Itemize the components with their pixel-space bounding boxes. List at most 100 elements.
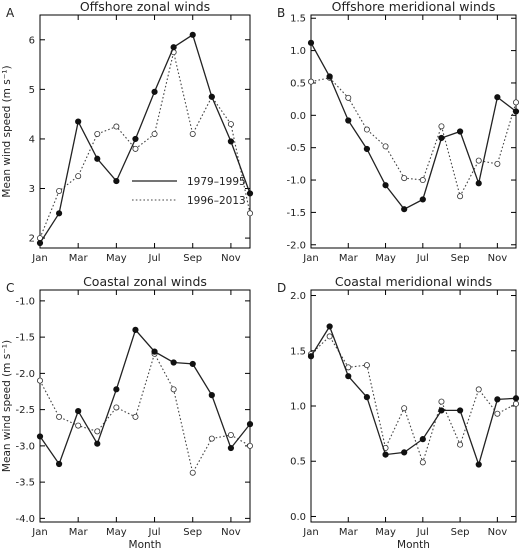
x-tick-label: Mar (339, 527, 359, 538)
data-point-filled (246, 421, 254, 428)
plot-frame (39, 289, 251, 523)
panel-title: Offshore zonal winds (80, 0, 210, 14)
y-tick-label: -1.0 (15, 296, 35, 307)
data-point-filled (36, 433, 44, 440)
data-point-open (363, 126, 370, 133)
y-tick-label: 0.5 (290, 78, 306, 89)
panel-d: D Coastal meridional winds 0.0 0.5 1.0 1.5 2.0… (277, 274, 520, 551)
data-point-open (94, 428, 101, 435)
data-point-filled (494, 396, 501, 403)
y-tick-label: -1.5 (286, 208, 306, 219)
y-tick-label: 4 (29, 134, 35, 145)
data-point-filled (75, 118, 82, 125)
data-point-filled (227, 138, 235, 145)
data-point-open (307, 78, 314, 85)
y-tick-label: 2.0 (290, 291, 306, 302)
data-point-open (494, 160, 501, 167)
x-tick-label: May (106, 527, 127, 538)
y-tick-label: -4.0 (15, 514, 35, 525)
data-point-filled (438, 407, 445, 414)
data-point-filled (494, 94, 501, 101)
panel-letter: D (277, 281, 286, 295)
data-point-open (56, 187, 63, 194)
data-point-filled (94, 155, 101, 162)
data-point-open (494, 410, 501, 417)
data-point-filled (401, 449, 408, 456)
data-point-filled (132, 135, 139, 143)
y-tick-label: -3.5 (15, 478, 35, 489)
data-point-filled (363, 145, 371, 153)
data-point-filled (36, 239, 44, 247)
data-point-filled (382, 182, 389, 189)
data-point-open (189, 130, 196, 137)
x-tick-label: Jan (31, 527, 47, 538)
data-point-filled (227, 444, 235, 452)
data-point-open (113, 404, 120, 411)
series-line-dotted (39, 352, 251, 475)
y-tick-label: 1.5 (290, 14, 306, 25)
data-point-open (345, 94, 352, 101)
y-tick-label: 1.5 (290, 346, 306, 357)
y-tick-label: 1.0 (290, 402, 306, 413)
plot-frame (310, 14, 517, 249)
x-axis-label: Month (397, 539, 430, 551)
series-line-solid (39, 328, 251, 466)
data-point-open (56, 413, 63, 420)
x-tick-label: Nov (221, 527, 241, 538)
data-point-open (246, 210, 253, 217)
plot-frame (310, 289, 517, 523)
panel-title: Coastal meridional winds (335, 274, 492, 289)
x-tick-label: Mar (69, 253, 89, 264)
x-tick-label: Mar (69, 527, 89, 538)
panel-a: A Offshore zonal winds 2 3 4 5 6 Jan Mar May Jul Se… (1, 0, 254, 264)
y-tick-label: 0.0 (290, 111, 306, 122)
y-tick-label: 6 (29, 35, 35, 46)
data-point-filled (456, 128, 464, 135)
data-point-filled (345, 117, 352, 124)
data-point-open (382, 143, 389, 150)
data-point-filled (151, 88, 158, 95)
x-tick-label: Jan (302, 253, 318, 264)
y-axis-label: Mean wind speed (m s⁻¹) (1, 340, 13, 472)
data-point-open (513, 400, 520, 407)
x-tick-label: May (375, 253, 396, 264)
x-tick-label: Sep (451, 253, 470, 264)
data-point-open (438, 123, 445, 130)
data-point-open (419, 459, 426, 466)
data-point-filled (475, 461, 482, 468)
series-line-solid (310, 42, 517, 211)
data-point-open (438, 398, 445, 405)
x-tick-label: Nov (488, 527, 508, 538)
data-point-open (75, 422, 82, 429)
x-tick-label: Mar (339, 253, 359, 264)
data-point-open (246, 442, 253, 449)
y-tick-label: 5 (29, 85, 35, 96)
data-point-filled (113, 177, 120, 185)
y-tick-label: -0.5 (286, 143, 306, 154)
data-point-filled (113, 386, 120, 393)
data-point-filled (456, 407, 464, 414)
x-tick-label: May (375, 527, 396, 538)
panel-letter: A (6, 6, 15, 20)
y-tick-label: -2.5 (15, 405, 35, 416)
data-point-filled (307, 353, 315, 360)
legend-label: 1996–2013 (187, 195, 246, 207)
data-point-open (363, 362, 370, 369)
data-point-filled (94, 440, 101, 447)
y-tick-label: -2.0 (15, 369, 35, 380)
y-tick-label: 2 (29, 234, 35, 245)
data-point-open (227, 121, 234, 128)
x-tick-label: Jul (148, 527, 161, 538)
plot-frame (39, 14, 251, 249)
data-point-filled (382, 451, 389, 458)
data-point-filled (246, 190, 254, 197)
data-point-open (401, 405, 408, 412)
data-point-open (457, 193, 464, 200)
x-tick-label: Sep (183, 253, 202, 264)
x-tick-label: Sep (451, 527, 470, 538)
data-point-open (189, 469, 196, 476)
data-point-open (113, 123, 120, 130)
data-point-filled (419, 436, 426, 443)
data-point-open (75, 173, 82, 180)
